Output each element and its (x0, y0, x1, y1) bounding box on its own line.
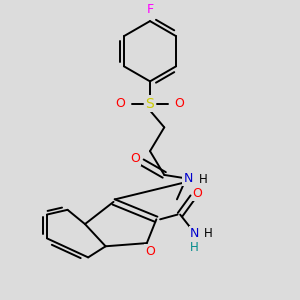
Text: H: H (190, 241, 199, 254)
Text: S: S (146, 97, 154, 111)
Text: H: H (204, 227, 213, 240)
Text: N: N (183, 172, 193, 184)
Text: F: F (146, 3, 154, 16)
Text: O: O (175, 97, 184, 110)
Text: O: O (145, 245, 155, 259)
Text: N: N (190, 227, 199, 240)
Text: O: O (116, 97, 125, 110)
Text: H: H (199, 173, 208, 186)
Text: O: O (130, 152, 140, 165)
Text: O: O (193, 187, 202, 200)
